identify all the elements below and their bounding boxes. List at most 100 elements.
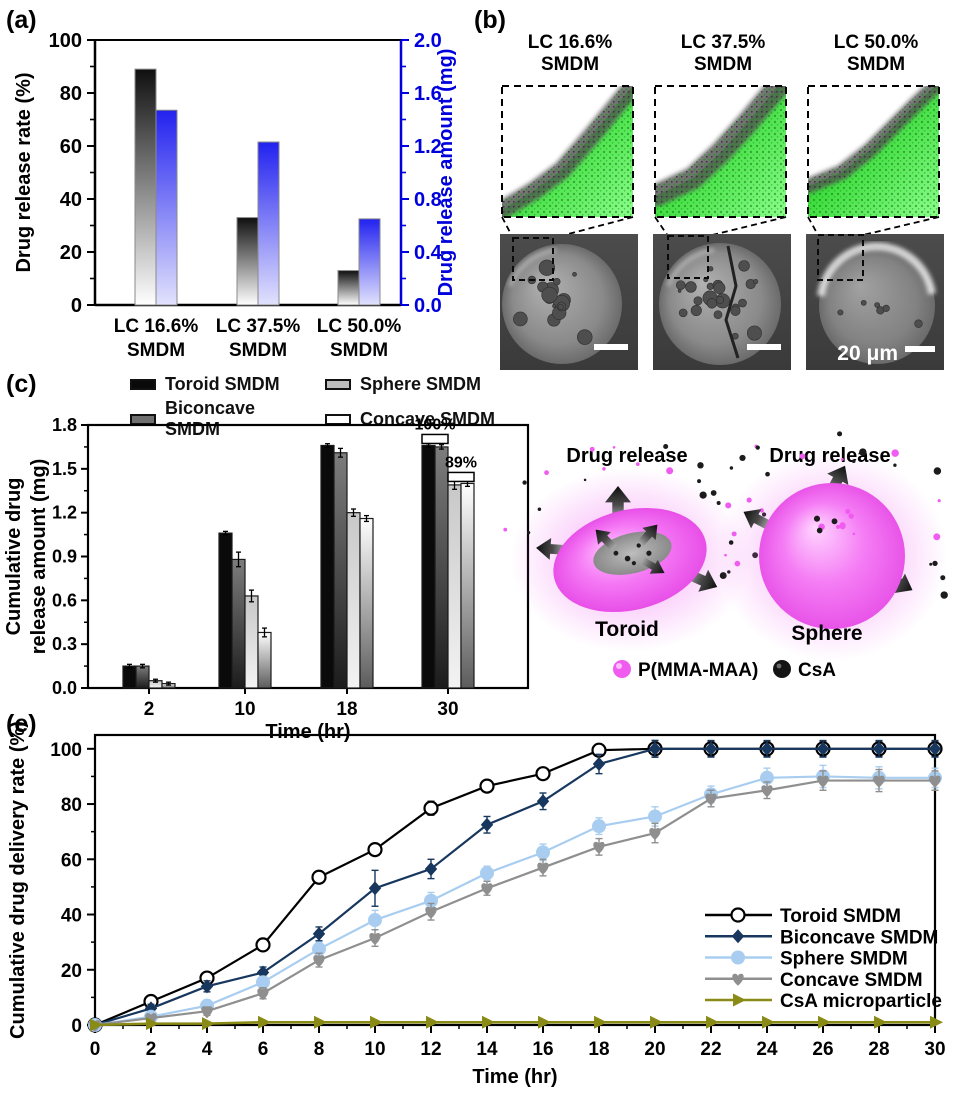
panel-c-label: (c): [6, 370, 37, 398]
panel-c-category: 30: [437, 699, 458, 720]
panel-b-column-title: LC 50.0% SMDM: [833, 32, 919, 75]
svg-text:0.8: 0.8: [414, 189, 442, 211]
panel-e-legend-label: Concave SMDM: [780, 970, 923, 991]
schematic-legend-csa: CsA: [798, 660, 836, 681]
panel-a-right-axis-title: Drug release amount (mg): [435, 49, 457, 297]
svg-text:1.8: 1.8: [52, 415, 77, 435]
svg-text:0: 0: [71, 295, 82, 317]
svg-text:20: 20: [644, 1039, 665, 1060]
svg-text:80: 80: [60, 83, 82, 105]
panel-c-schematic: Drug release Toroid Drug release Sphere P(MM…: [503, 431, 948, 681]
scale-bar-label: 20 μm: [837, 342, 898, 365]
schematic-left-title: Drug release: [566, 445, 687, 467]
svg-text:0.4: 0.4: [414, 242, 443, 264]
panel-b-micrograph-lc16: [500, 85, 638, 370]
panel-c-legend-item: Sphere SMDM: [325, 374, 495, 395]
panel-b-micrograph-lc50: 20 μm: [806, 85, 944, 370]
schematic-toroid-label: Toroid: [595, 618, 659, 641]
schematic-legend-pmma: P(MMA-MAA): [638, 660, 758, 681]
svg-text:0: 0: [90, 1039, 101, 1060]
svg-text:0.0: 0.0: [414, 295, 442, 317]
panel-a-label: (a): [6, 6, 37, 34]
scale-bar: [747, 344, 781, 350]
svg-text:0.9: 0.9: [52, 547, 77, 567]
svg-text:0.3: 0.3: [52, 634, 77, 654]
panel-c-legend-item: Toroid SMDM: [130, 374, 315, 395]
panel-c-category: 18: [336, 699, 357, 720]
svg-text:1.2: 1.2: [52, 503, 77, 523]
panel-b-micrograph-lc37: [653, 85, 791, 370]
scale-bar: [905, 346, 935, 352]
panel-c-category: 2: [144, 699, 155, 720]
panel-a-category: LC 16.6%: [114, 316, 199, 337]
svg-text:80: 80: [61, 795, 82, 816]
panel-b-label: (b): [474, 6, 506, 34]
panel-c-legend: Toroid SMDM Sphere SMDM Biconcave SMDM Conc…: [130, 374, 495, 440]
panel-e-series-concave-smdm: [89, 768, 941, 1032]
panel-e-legend-label: Sphere SMDM: [780, 949, 908, 970]
panel-a-category: LC 37.5%: [216, 316, 301, 337]
svg-text:40: 40: [61, 906, 82, 927]
svg-text:release amount (mg): release amount (mg): [28, 459, 50, 655]
panel-c-category: 10: [234, 699, 255, 720]
panel-e-xaxis-title: Time (hr): [472, 1066, 557, 1088]
legend-swatch: [325, 413, 351, 425]
panel-e-label: (e): [6, 710, 37, 738]
svg-text:4: 4: [202, 1039, 213, 1060]
svg-text:40: 40: [60, 189, 82, 211]
legend-swatch: [325, 379, 351, 390]
svg-text:20: 20: [61, 961, 82, 982]
svg-text:18: 18: [588, 1039, 609, 1060]
svg-text:30: 30: [924, 1039, 945, 1060]
panel-b-column-title: LC 37.5% SMDM: [680, 32, 766, 75]
svg-text:20: 20: [60, 242, 82, 264]
svg-text:10: 10: [364, 1039, 385, 1060]
svg-text:2.0: 2.0: [414, 30, 442, 52]
svg-text:26: 26: [812, 1039, 833, 1060]
panel-b-column-title: LC 16.6% SMDM: [527, 32, 613, 75]
legend-swatch: [130, 379, 156, 390]
svg-text:12: 12: [420, 1039, 441, 1060]
panel-e-legend-label: CsA microparticle: [780, 991, 942, 1012]
svg-text:6: 6: [258, 1039, 269, 1060]
svg-text:1.2: 1.2: [414, 136, 442, 158]
panel-c-annotation: 100%: [415, 416, 456, 433]
panel-a-left-axis-title: Drug release rate (%): [13, 72, 35, 272]
svg-text:14: 14: [476, 1039, 498, 1060]
panel-a-category: LC 50.0%: [317, 316, 402, 337]
panel-c-xaxis-title: Time (hr): [265, 721, 350, 743]
svg-text:SMDM: SMDM: [127, 340, 185, 361]
svg-text:0.6: 0.6: [52, 590, 77, 610]
svg-text:SMDM: SMDM: [229, 340, 287, 361]
svg-text:1.5: 1.5: [52, 459, 77, 479]
legend-label: Sphere SMDM: [360, 374, 482, 394]
schematic-right-title: Drug release: [769, 445, 890, 467]
panel-c-chart: 0.0 0.3 0.6 0.9 1.2 1.5 1.8 Cumulative drug rele…: [3, 415, 530, 743]
svg-text:100: 100: [49, 30, 82, 52]
panel-c-axis-title: Cumulative drug: [3, 478, 25, 636]
svg-text:0.0: 0.0: [52, 678, 77, 698]
svg-text:60: 60: [61, 850, 82, 871]
svg-text:100: 100: [50, 740, 82, 761]
legend-label: Toroid SMDM: [165, 374, 280, 394]
svg-text:22: 22: [700, 1039, 721, 1060]
svg-text:60: 60: [60, 136, 82, 158]
svg-text:16: 16: [532, 1039, 553, 1060]
svg-text:SMDM: SMDM: [330, 340, 388, 361]
svg-text:28: 28: [868, 1039, 889, 1060]
legend-swatch: [130, 413, 156, 425]
svg-text:24: 24: [756, 1039, 778, 1060]
panel-c-annotation: 89%: [445, 454, 477, 471]
panel-c-legend-item: Concave SMDM: [325, 398, 495, 440]
panel-e-yaxis-title: Cumulative drug delivery rate (%): [7, 721, 29, 1039]
svg-text:0: 0: [71, 1016, 82, 1037]
panel-e-legend-label: Toroid SMDM: [780, 906, 901, 927]
svg-text:2: 2: [146, 1039, 157, 1060]
scale-bar: [594, 344, 628, 350]
svg-text:8: 8: [314, 1039, 325, 1060]
svg-text:1.6: 1.6: [414, 83, 442, 105]
